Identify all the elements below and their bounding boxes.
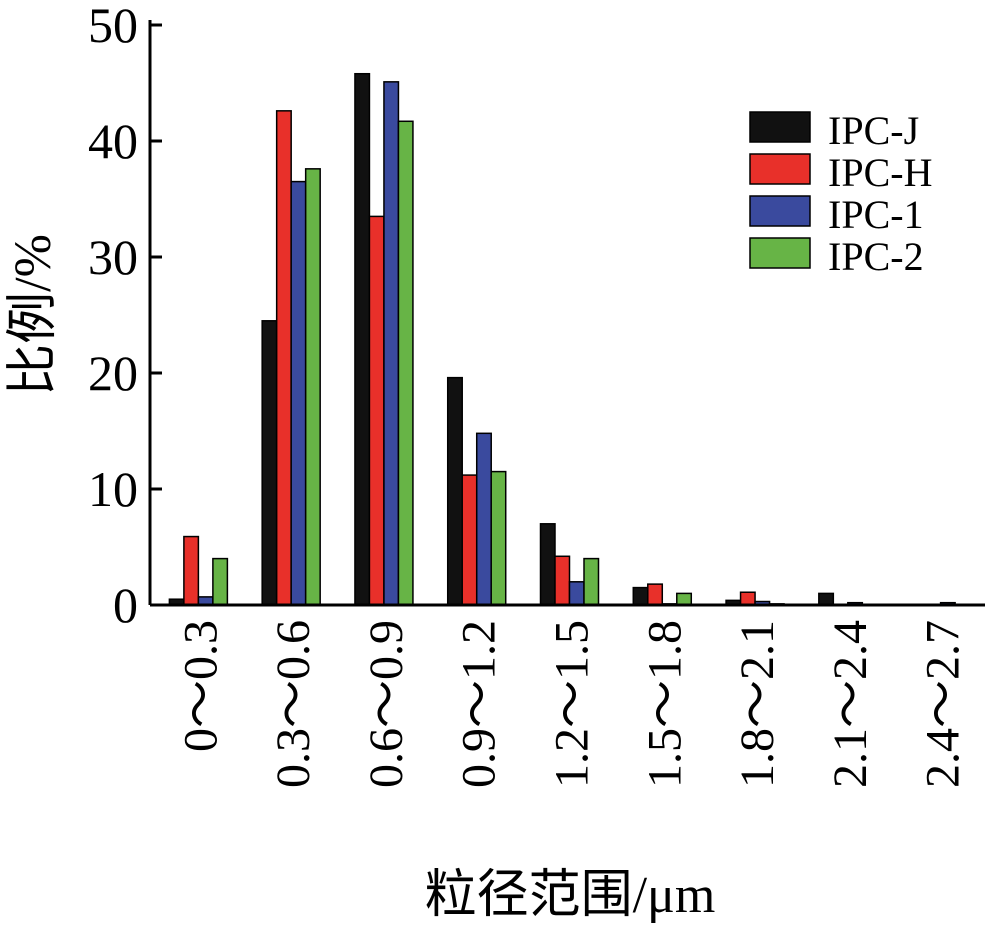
y-tick-label: 0 — [113, 577, 138, 633]
legend-swatch-ipc-1 — [749, 195, 811, 227]
bar-ipc-h-1 — [275, 110, 292, 606]
x-tick-label: 1.5～1.8 — [638, 620, 691, 788]
axes-group — [148, 20, 985, 607]
bar-ipc-h-2 — [368, 215, 385, 606]
y-tick-label: 30 — [88, 229, 138, 285]
x-tick-label: 0.9～1.2 — [453, 620, 506, 788]
bar-ipc-h-6 — [739, 591, 756, 606]
bars-group — [168, 72, 956, 606]
bar-ipc-h-4 — [554, 555, 571, 606]
bar-ipc-2-5 — [676, 592, 693, 606]
bar-ipc-2-3 — [490, 470, 507, 606]
y-axis-label: 比例/% — [5, 234, 62, 396]
bar-ipc-2-4 — [583, 557, 600, 606]
bar-ipc-1-2 — [383, 81, 400, 606]
x-tick-label: 2.1～2.4 — [824, 620, 877, 788]
bar-ipc-2-2 — [397, 120, 414, 606]
x-tick-label: 2.4～2.7 — [917, 620, 970, 788]
x-tick-label: 0～0.3 — [174, 620, 227, 752]
legend-label-ipc-j: IPC-J — [828, 108, 919, 153]
bar-ipc-2-0 — [212, 557, 229, 606]
bar-ipc-j-3 — [446, 376, 463, 606]
legend-swatch-ipc-j — [749, 111, 811, 143]
legend-swatch-ipc-h — [749, 153, 811, 185]
bar-ipc-h-0 — [183, 535, 200, 606]
y-tick-label: 50 — [88, 0, 138, 53]
bar-ipc-h-5 — [647, 583, 664, 606]
bar-ipc-2-1 — [304, 168, 321, 606]
y-ticks-group: 0 10 20 30 40 50 — [88, 0, 162, 633]
bar-ipc-h-3 — [461, 474, 478, 606]
x-axis-label: 粒径范围/μm — [425, 867, 716, 924]
legend-label-ipc-h: IPC-H — [828, 150, 932, 195]
x-tick-label: 0.6～0.9 — [360, 620, 413, 788]
x-ticks-group: 0～0.3 0.3～0.6 0.6～0.9 0.9～1.2 1.2～1.5 1.5～1.8… — [174, 620, 969, 788]
legend-swatch-ipc-2 — [749, 237, 811, 269]
y-tick-label: 10 — [88, 461, 138, 517]
bar-ipc-j-7 — [818, 592, 835, 606]
y-tick-label: 20 — [88, 345, 138, 401]
x-tick-label: 0.3～0.6 — [267, 620, 320, 788]
bar-ipc-1-1 — [290, 180, 307, 606]
x-tick-label: 1.8～2.1 — [731, 620, 784, 788]
bar-ipc-j-1 — [261, 320, 278, 606]
legend-label-ipc-2: IPC-2 — [828, 234, 924, 279]
bar-ipc-1-4 — [568, 581, 585, 606]
legend-label-ipc-1: IPC-1 — [828, 192, 924, 237]
y-tick-label: 40 — [88, 113, 138, 169]
x-tick-label: 1.2～1.5 — [546, 620, 599, 788]
bar-ipc-j-2 — [354, 72, 371, 606]
bar-ipc-j-4 — [539, 523, 556, 606]
bar-ipc-1-3 — [475, 432, 492, 606]
bar-ipc-j-5 — [632, 586, 649, 606]
